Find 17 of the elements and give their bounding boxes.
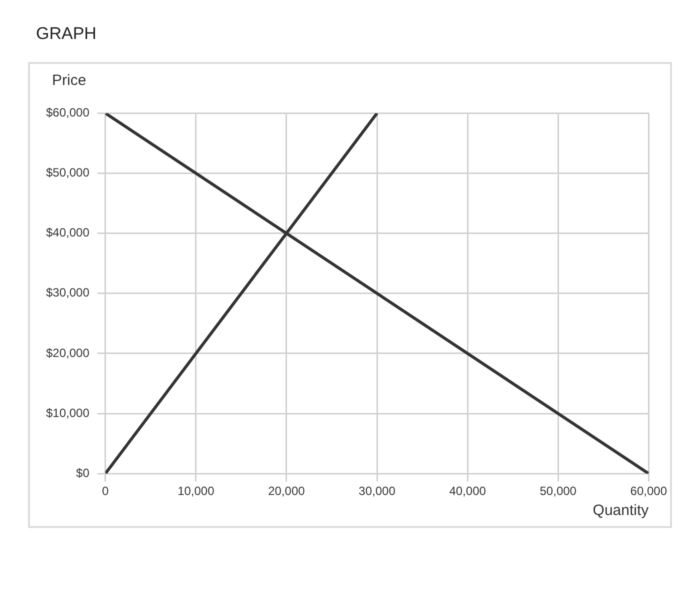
x-tick-label: 50,000 xyxy=(540,484,577,498)
y-tick-label: $30,000 xyxy=(46,286,90,300)
x-tick-label: 0 xyxy=(102,484,110,498)
x-tick-label: 20,000 xyxy=(268,484,306,498)
x-tick-label: 40,000 xyxy=(449,484,486,498)
y-tick-label: $40,000 xyxy=(46,226,90,240)
y-tick-label: $50,000 xyxy=(46,166,90,180)
y-tick-label: $60,000 xyxy=(46,106,90,120)
y-tick-label: $20,000 xyxy=(46,346,90,360)
chart-title: GRAPH xyxy=(36,24,96,44)
y-axis-title: Price xyxy=(52,72,86,89)
x-tick-label: 60,000 xyxy=(630,484,668,498)
x-axis-title: Quantity xyxy=(592,502,650,520)
y-tick-label: $10,000 xyxy=(46,406,90,420)
x-tick-label: 30,000 xyxy=(358,484,396,498)
x-tick-label: 10,000 xyxy=(178,484,215,498)
y-tick-label: $0 xyxy=(76,466,90,480)
